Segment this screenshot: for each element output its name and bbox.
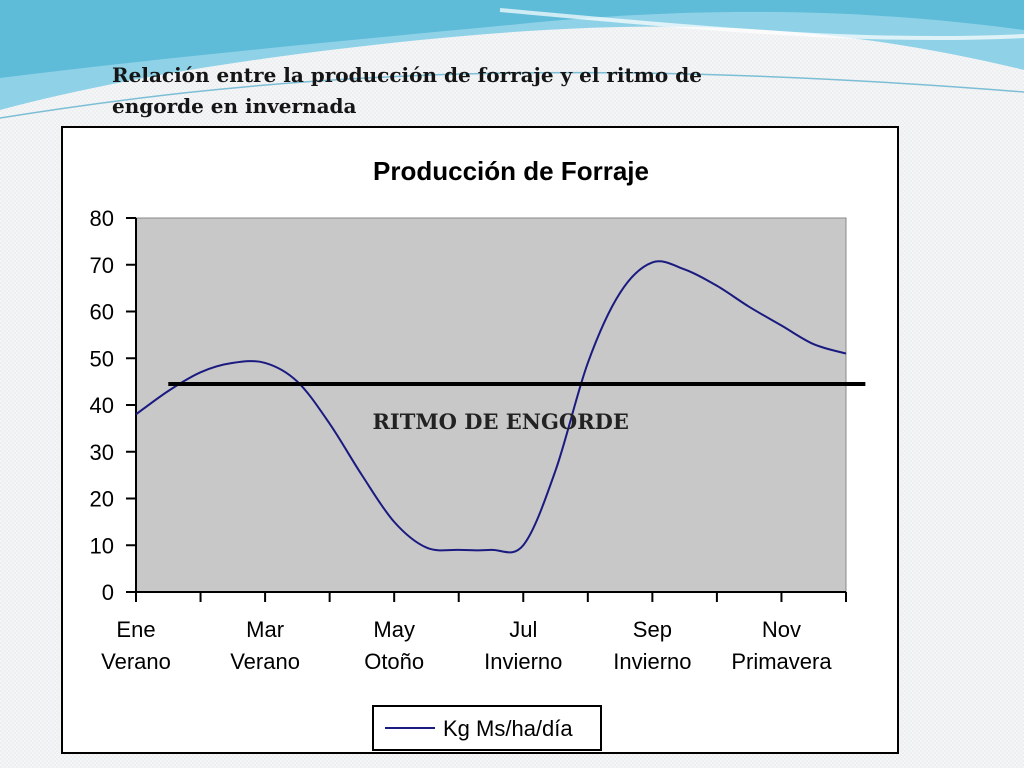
y-tick-label: 40 (90, 393, 114, 418)
x-tick-label-season: Verano (230, 649, 300, 674)
x-tick-label-season: Primavera (731, 649, 832, 674)
y-tick-label: 10 (90, 533, 114, 558)
x-tick-label-season: Otoño (364, 649, 424, 674)
x-tick-label-month: Jul (509, 617, 537, 642)
y-tick-label: 0 (102, 580, 114, 605)
x-tick-label-season: Invierno (613, 649, 691, 674)
chart-frame: Producción de Forraje 0 10 20 30 40 50 60 70 80 En… (61, 126, 899, 754)
x-tick-label-month: Ene (116, 617, 155, 642)
chart-title: Producción de Forraje (373, 156, 649, 186)
x-tick-label-season: Verano (101, 649, 171, 674)
legend-label: Kg Ms/ha/día (443, 716, 573, 741)
series-line-kg-ms-ha-dia (135, 260, 847, 554)
x-tick-label-month: Mar (246, 617, 284, 642)
x-tick-label-season: Invierno (484, 649, 562, 674)
chart: Producción de Forraje 0 10 20 30 40 50 60 70 80 En… (90, 156, 866, 751)
y-tick-label: 20 (90, 487, 114, 512)
slide-title: Relación entre la producción de forraje … (112, 63, 702, 118)
y-tick-label: 30 (90, 440, 114, 465)
plot-area (135, 217, 847, 593)
x-tick-label-month: Sep (633, 617, 672, 642)
x-tick-label-month: May (373, 617, 415, 642)
header-wave-decoration (0, 0, 1024, 119)
y-tick-label: 70 (90, 253, 114, 278)
x-tick-label-month: Nov (762, 617, 801, 642)
y-tick-label: 50 (90, 346, 114, 371)
y-tick-label: 60 (90, 300, 114, 325)
y-tick-label: 80 (90, 206, 114, 231)
ritmo-de-engorde-label: RITMO DE ENGORDE (372, 409, 628, 434)
